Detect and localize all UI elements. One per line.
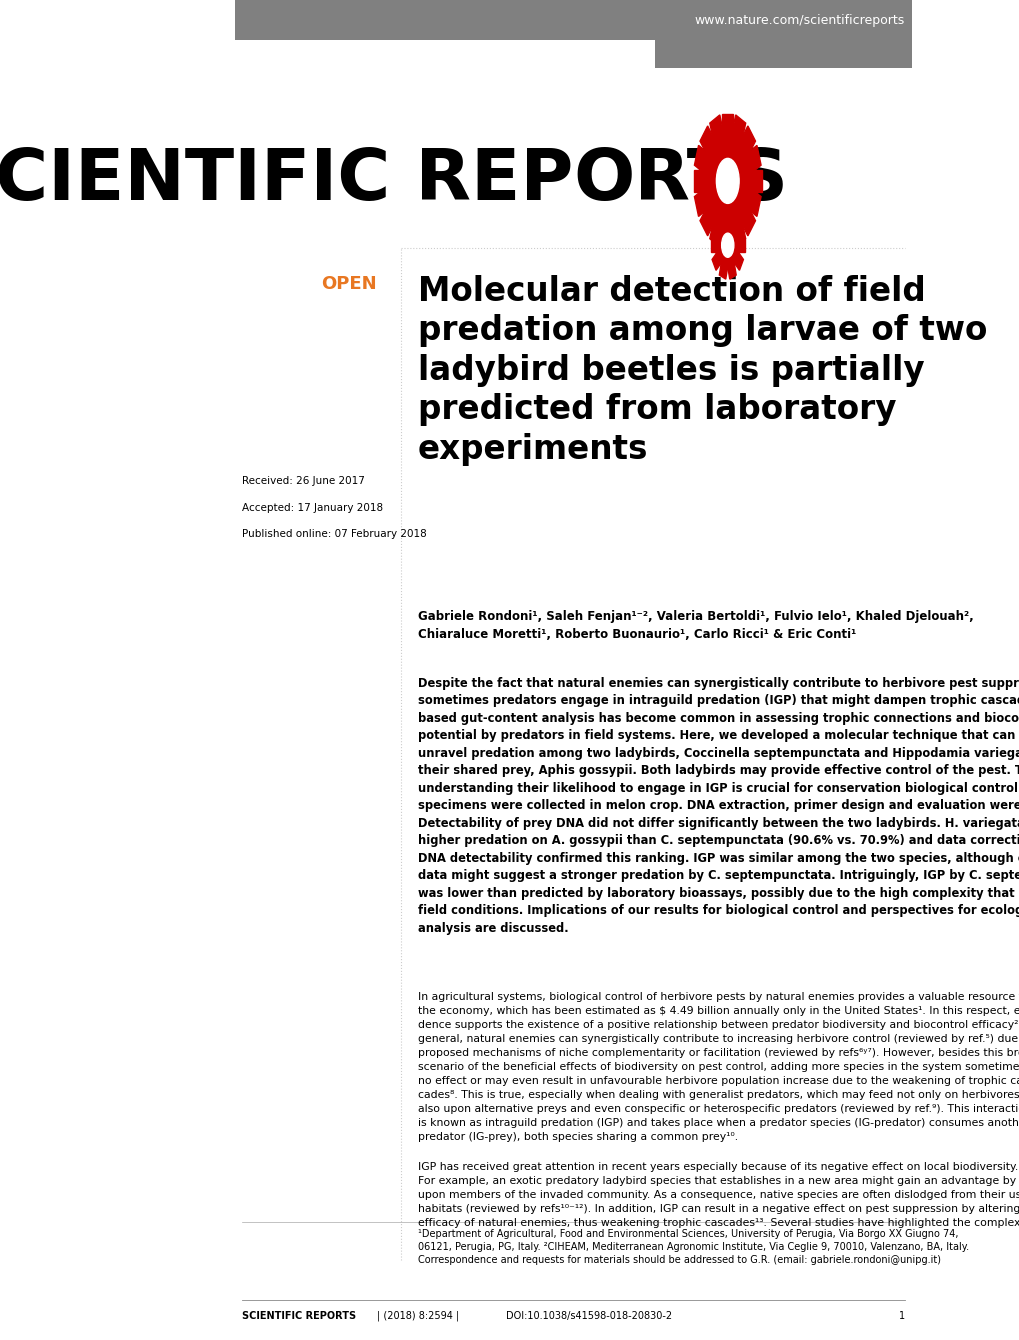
Text: 1: 1 xyxy=(898,1311,904,1320)
Text: SCIENTIFIC REPORTS: SCIENTIFIC REPORTS xyxy=(242,1311,356,1320)
Text: www.nature.com/scientificreports: www.nature.com/scientificreports xyxy=(694,13,904,27)
Polygon shape xyxy=(731,217,745,247)
Polygon shape xyxy=(727,212,736,228)
Polygon shape xyxy=(721,114,733,137)
Polygon shape xyxy=(749,170,761,192)
Text: OPEN: OPEN xyxy=(321,275,377,292)
Text: IGP has received great attention in recent years especially because of its negat: IGP has received great attention in rece… xyxy=(418,1162,1019,1227)
Polygon shape xyxy=(711,252,720,271)
Polygon shape xyxy=(727,263,736,279)
Text: Received: 26 June 2017: Received: 26 June 2017 xyxy=(242,476,365,485)
Polygon shape xyxy=(710,239,717,252)
Polygon shape xyxy=(734,252,743,271)
Text: Accepted: 17 January 2018: Accepted: 17 January 2018 xyxy=(242,502,383,512)
Polygon shape xyxy=(718,212,728,228)
Circle shape xyxy=(715,221,739,269)
Polygon shape xyxy=(737,239,744,252)
Text: ¹Department of Agricultural, Food and Environmental Sciences, University of Peru: ¹Department of Agricultural, Food and En… xyxy=(418,1229,968,1265)
Circle shape xyxy=(715,158,739,204)
Polygon shape xyxy=(709,115,723,145)
Polygon shape xyxy=(694,145,708,174)
Text: DOI:10.1038/s41598-018-20830-2: DOI:10.1038/s41598-018-20830-2 xyxy=(505,1311,672,1320)
Polygon shape xyxy=(699,205,715,236)
Polygon shape xyxy=(746,188,760,217)
Text: Gabriele Rondoni¹, Saleh Fenjan¹⁻², Valeria Bertoldi¹, Fulvio Ielo¹, Khaled Djel: Gabriele Rondoni¹, Saleh Fenjan¹⁻², Vale… xyxy=(418,610,972,641)
FancyBboxPatch shape xyxy=(654,0,911,68)
Text: ORTS: ORTS xyxy=(573,146,788,216)
Polygon shape xyxy=(739,126,755,157)
Polygon shape xyxy=(699,126,715,157)
Polygon shape xyxy=(711,220,720,239)
Polygon shape xyxy=(721,225,733,248)
Text: Published online: 07 February 2018: Published online: 07 February 2018 xyxy=(242,529,426,539)
Polygon shape xyxy=(694,188,708,217)
Polygon shape xyxy=(693,170,705,192)
Text: Molecular detection of field
predation among larvae of two
ladybird beetles is p: Molecular detection of field predation a… xyxy=(418,275,986,466)
FancyBboxPatch shape xyxy=(235,0,911,40)
Text: Despite the fact that natural enemies can synergistically contribute to herbivor: Despite the fact that natural enemies ca… xyxy=(418,677,1019,935)
Polygon shape xyxy=(739,205,755,236)
Text: SCIENTIFIC REP: SCIENTIFIC REP xyxy=(0,146,573,216)
Polygon shape xyxy=(731,115,745,145)
Text: | (2018) 8:2594 |: | (2018) 8:2594 | xyxy=(377,1311,459,1321)
Polygon shape xyxy=(709,217,723,247)
Polygon shape xyxy=(746,145,760,174)
Polygon shape xyxy=(734,220,743,239)
Circle shape xyxy=(721,233,733,257)
Text: In agricultural systems, biological control of herbivore pests by natural enemie: In agricultural systems, biological cont… xyxy=(418,992,1019,1142)
Circle shape xyxy=(701,130,753,232)
Polygon shape xyxy=(718,263,728,279)
